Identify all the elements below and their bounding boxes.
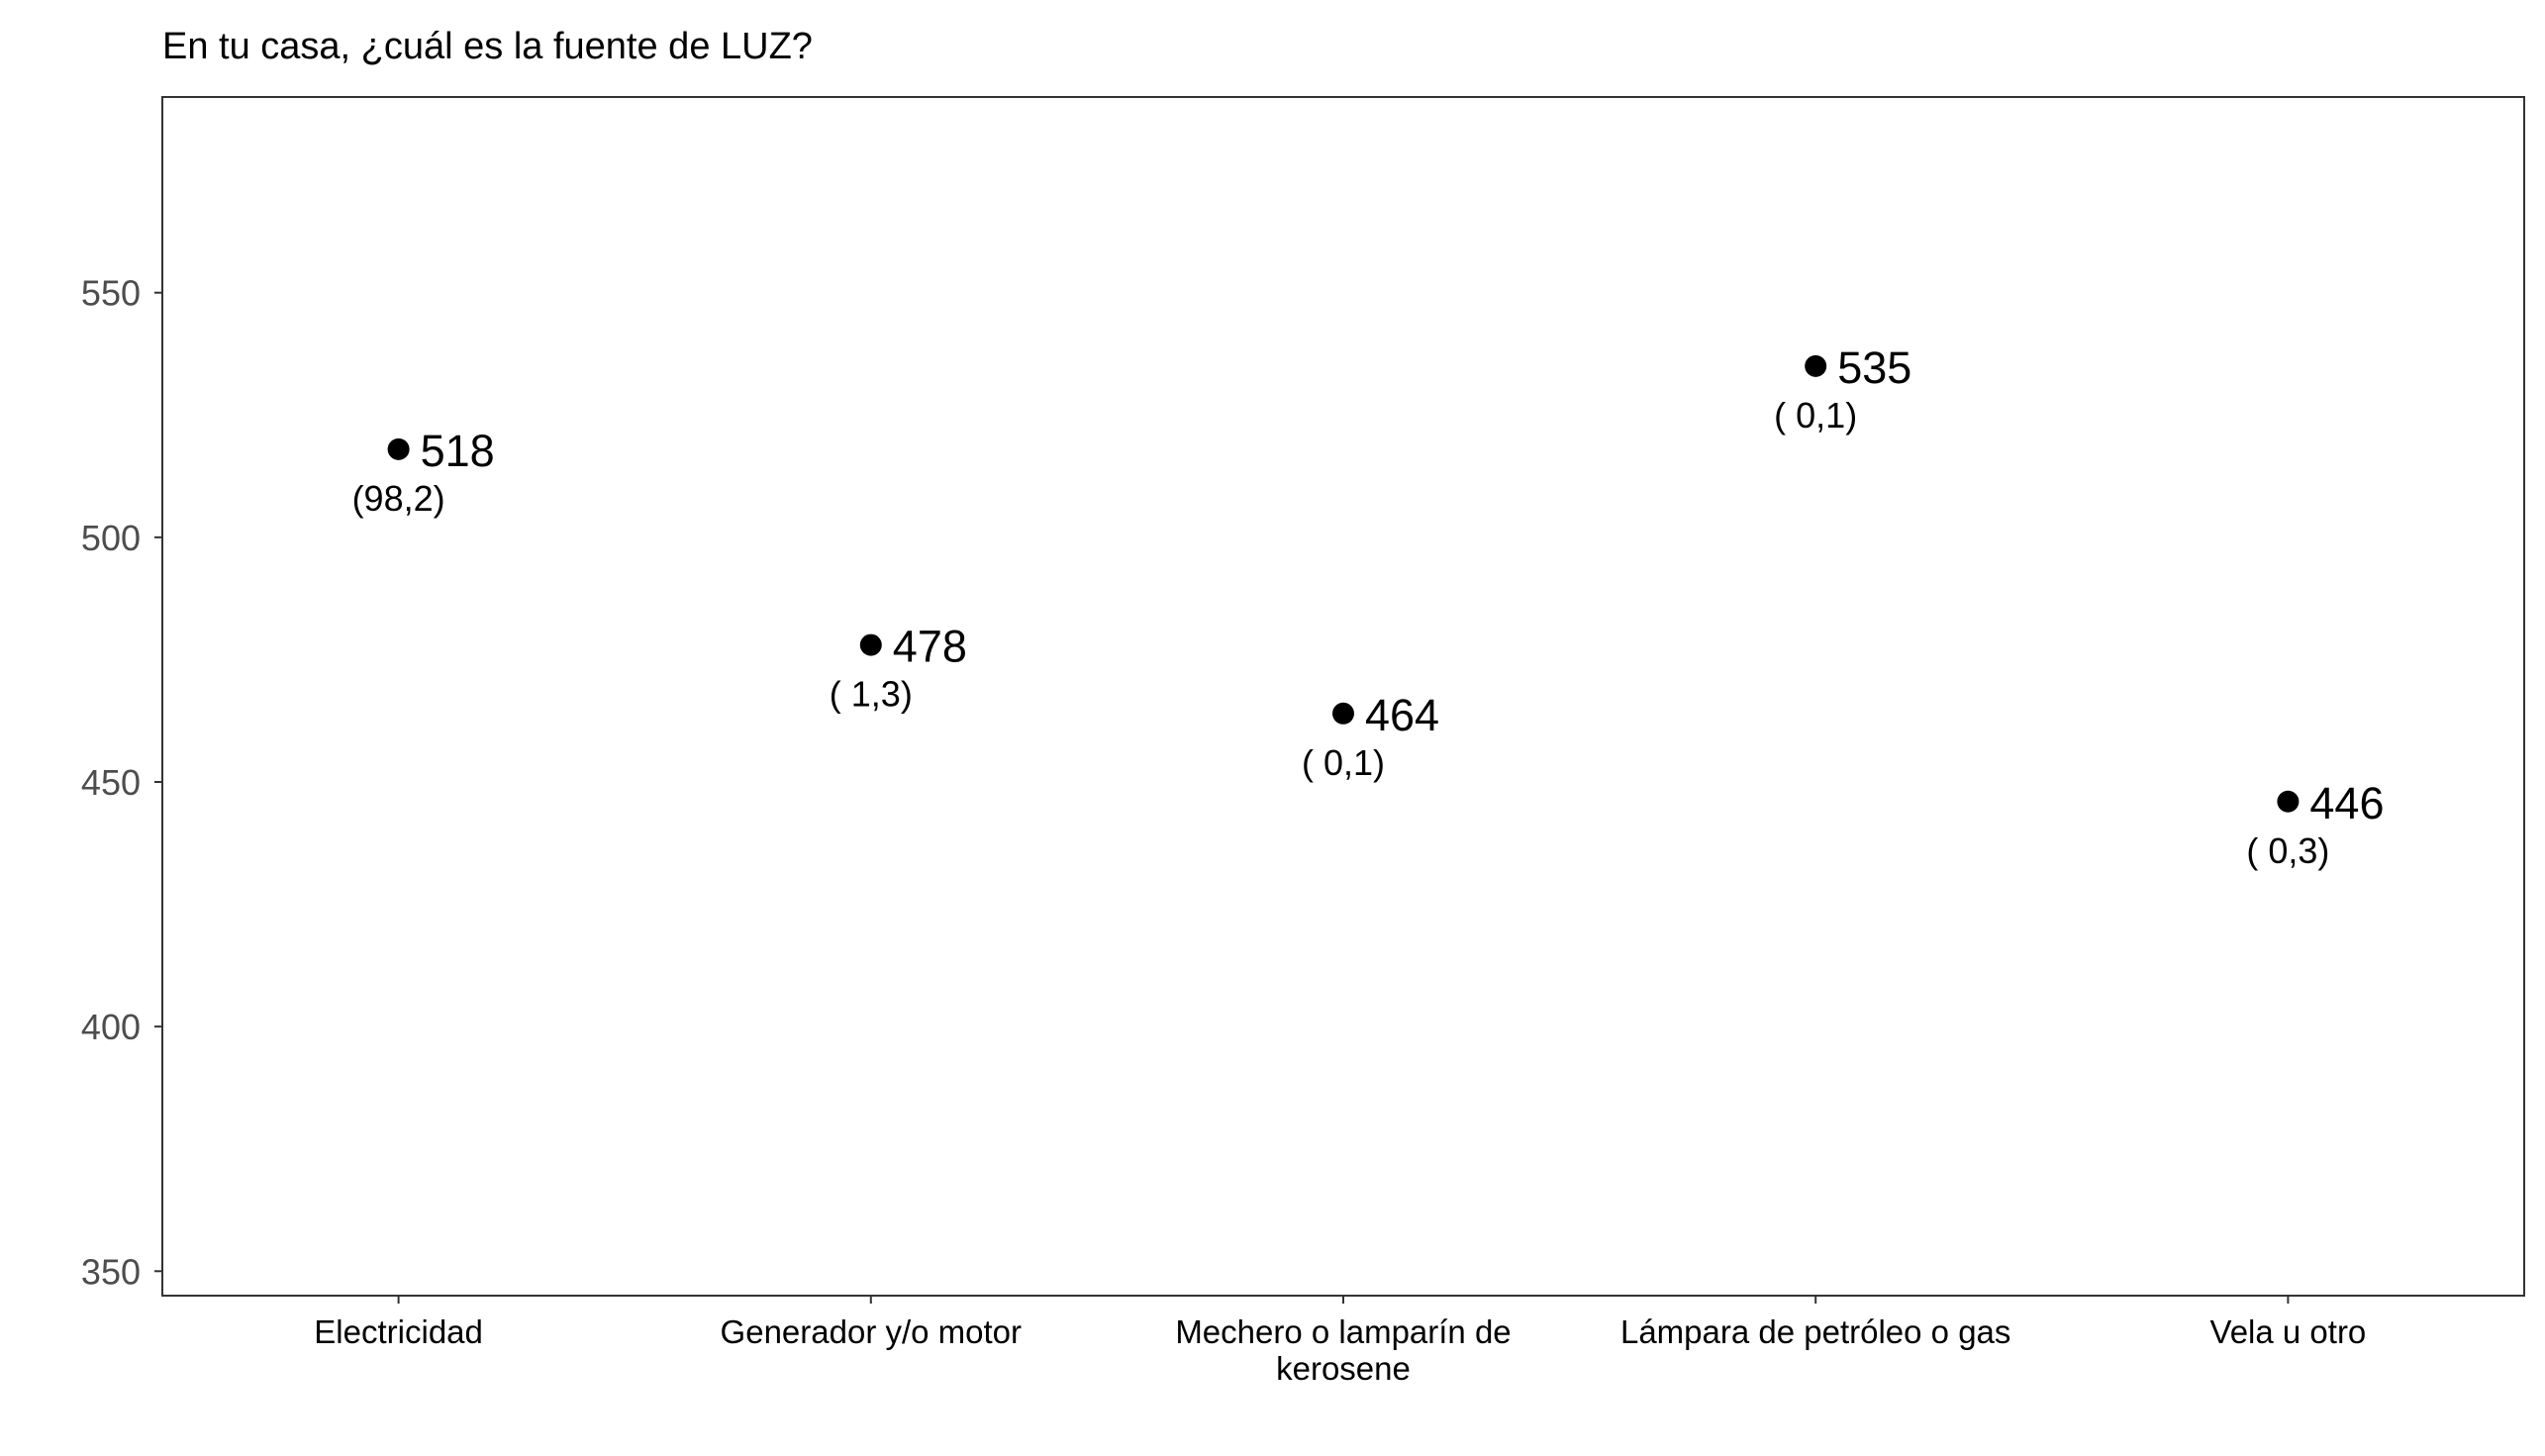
data-point: [1332, 702, 1354, 725]
data-percent-label: ( 0,3): [2246, 830, 2329, 871]
data-value-label: 535: [1837, 342, 1911, 393]
y-tick-label: 550: [81, 273, 141, 314]
y-tick-label: 450: [81, 762, 141, 803]
data-value-label: 464: [1365, 690, 1439, 740]
data-points: 518(98,2)478( 1,3) 464( 0,1)535( 0,1)446(…: [352, 342, 2385, 871]
x-axis: Electricidad Generador y/o motor Mechero o…: [314, 1296, 2366, 1387]
data-value-label: 446: [2309, 778, 2384, 828]
data-point: [1805, 354, 1827, 377]
x-tick-label: Generador y/o motor: [721, 1313, 1022, 1350]
data-point: [859, 633, 882, 656]
data-percent-label: ( 0,1): [1302, 742, 1385, 783]
chart-title: En tu casa, ¿cuál es la fuente de LUZ?: [162, 26, 813, 67]
x-tick-label: kerosene: [1276, 1350, 1411, 1387]
data-point: [387, 437, 410, 460]
plot-panel-border: [161, 96, 2525, 1297]
data-percent-label: ( 0,1): [1774, 395, 1857, 436]
data-value-label: 478: [893, 622, 967, 672]
x-tick-label: Vela u otro: [2210, 1313, 2367, 1350]
y-tick-label: 400: [81, 1007, 141, 1047]
y-axis: 350 400 450 500 550: [81, 273, 162, 1292]
y-tick-label: 350: [81, 1251, 141, 1292]
data-point: [2277, 790, 2300, 813]
x-tick-label: Electricidad: [314, 1313, 483, 1350]
x-tick-label: Mechero o lamparín de: [1175, 1313, 1511, 1350]
data-percent-label: (98,2): [352, 478, 445, 519]
data-value-label: 518: [421, 426, 495, 476]
y-tick-label: 500: [81, 518, 141, 558]
data-percent-label: ( 1,3): [830, 674, 913, 715]
x-tick-label: Lámpara de petróleo o gas: [1620, 1313, 2010, 1350]
